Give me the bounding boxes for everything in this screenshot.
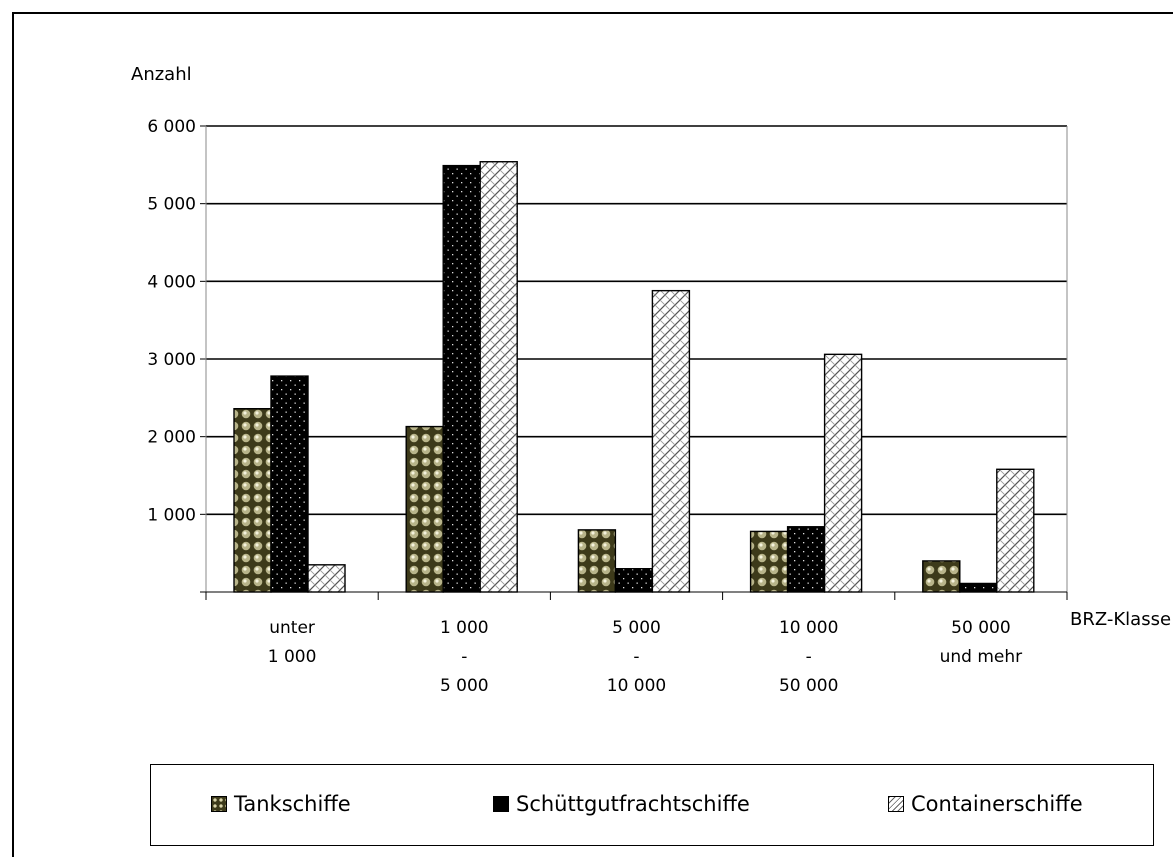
y-tick-label: 5 000	[147, 195, 196, 215]
y-tick-label: 2 000	[147, 428, 196, 448]
bar-tankschiffe	[749, 530, 789, 593]
x-category-label: 5 000	[612, 618, 661, 638]
legend-item-schuettgut: Schüttgutfrachtschiffe	[493, 792, 750, 816]
legend-label-container: Containerschiffe	[911, 792, 1083, 816]
bar-schuettgut	[614, 568, 654, 593]
x-category-label: und mehr	[940, 647, 1023, 667]
y-axis-title: Anzahl	[131, 64, 192, 85]
y-tick-label: 1 000	[147, 505, 196, 525]
bar-containerschiffe	[651, 289, 691, 593]
y-tick-label: 4 000	[147, 272, 196, 292]
x-category-label: 50 000	[779, 676, 838, 696]
bar-schuettgut	[959, 582, 998, 593]
x-category-label: -	[461, 647, 467, 667]
legend-item-container: Containerschiffe	[888, 792, 1083, 816]
x-category-label: 5 000	[440, 676, 489, 696]
bar-schuettgut	[442, 164, 481, 593]
bar-schuettgut	[786, 526, 826, 593]
bar-containerschiffe	[823, 353, 863, 593]
bar-tankschiffe	[577, 529, 617, 593]
legend-item-tankschiffe: Tankschiffe	[211, 792, 351, 816]
x-category-label: 10 000	[779, 618, 838, 638]
x-category-label: -	[806, 647, 812, 667]
x-category-label: 1 000	[268, 647, 317, 667]
x-category-label: 1 000	[440, 618, 489, 638]
bar-containerschiffe	[996, 468, 1035, 593]
x-category-label: 50 000	[951, 618, 1010, 638]
x-axis-title: BRZ-Klasse	[1070, 609, 1171, 630]
legend-swatch-schuettgut	[493, 796, 509, 812]
legend-swatch-container	[888, 796, 904, 812]
bar-tankschiffe	[233, 408, 272, 593]
legend-label-tankschiffe: Tankschiffe	[234, 792, 351, 816]
legend: Tankschiffe Schüttgutfrachtschiffe Conta…	[150, 764, 1154, 846]
bar-chart: Anzahl BRZ-Klasse 1 000 2 000 3 000 4 000 5 …	[131, 64, 1171, 696]
y-tick-label: 3 000	[147, 350, 196, 370]
bar-tankschiffe	[922, 560, 961, 593]
bar-containerschiffe	[307, 564, 346, 593]
x-category-label: 10 000	[607, 676, 666, 696]
bar-containerschiffe	[479, 161, 518, 593]
bar-schuettgut	[270, 375, 309, 593]
x-category-label: unter	[269, 618, 315, 638]
bar-tankschiffe	[405, 425, 444, 593]
y-tick-label: 6 000	[147, 117, 196, 137]
legend-label-schuettgut: Schüttgutfrachtschiffe	[516, 792, 750, 816]
x-category-label: -	[633, 647, 639, 667]
legend-swatch-tankschiffe	[211, 796, 227, 812]
chart-frame	[12, 12, 1173, 857]
